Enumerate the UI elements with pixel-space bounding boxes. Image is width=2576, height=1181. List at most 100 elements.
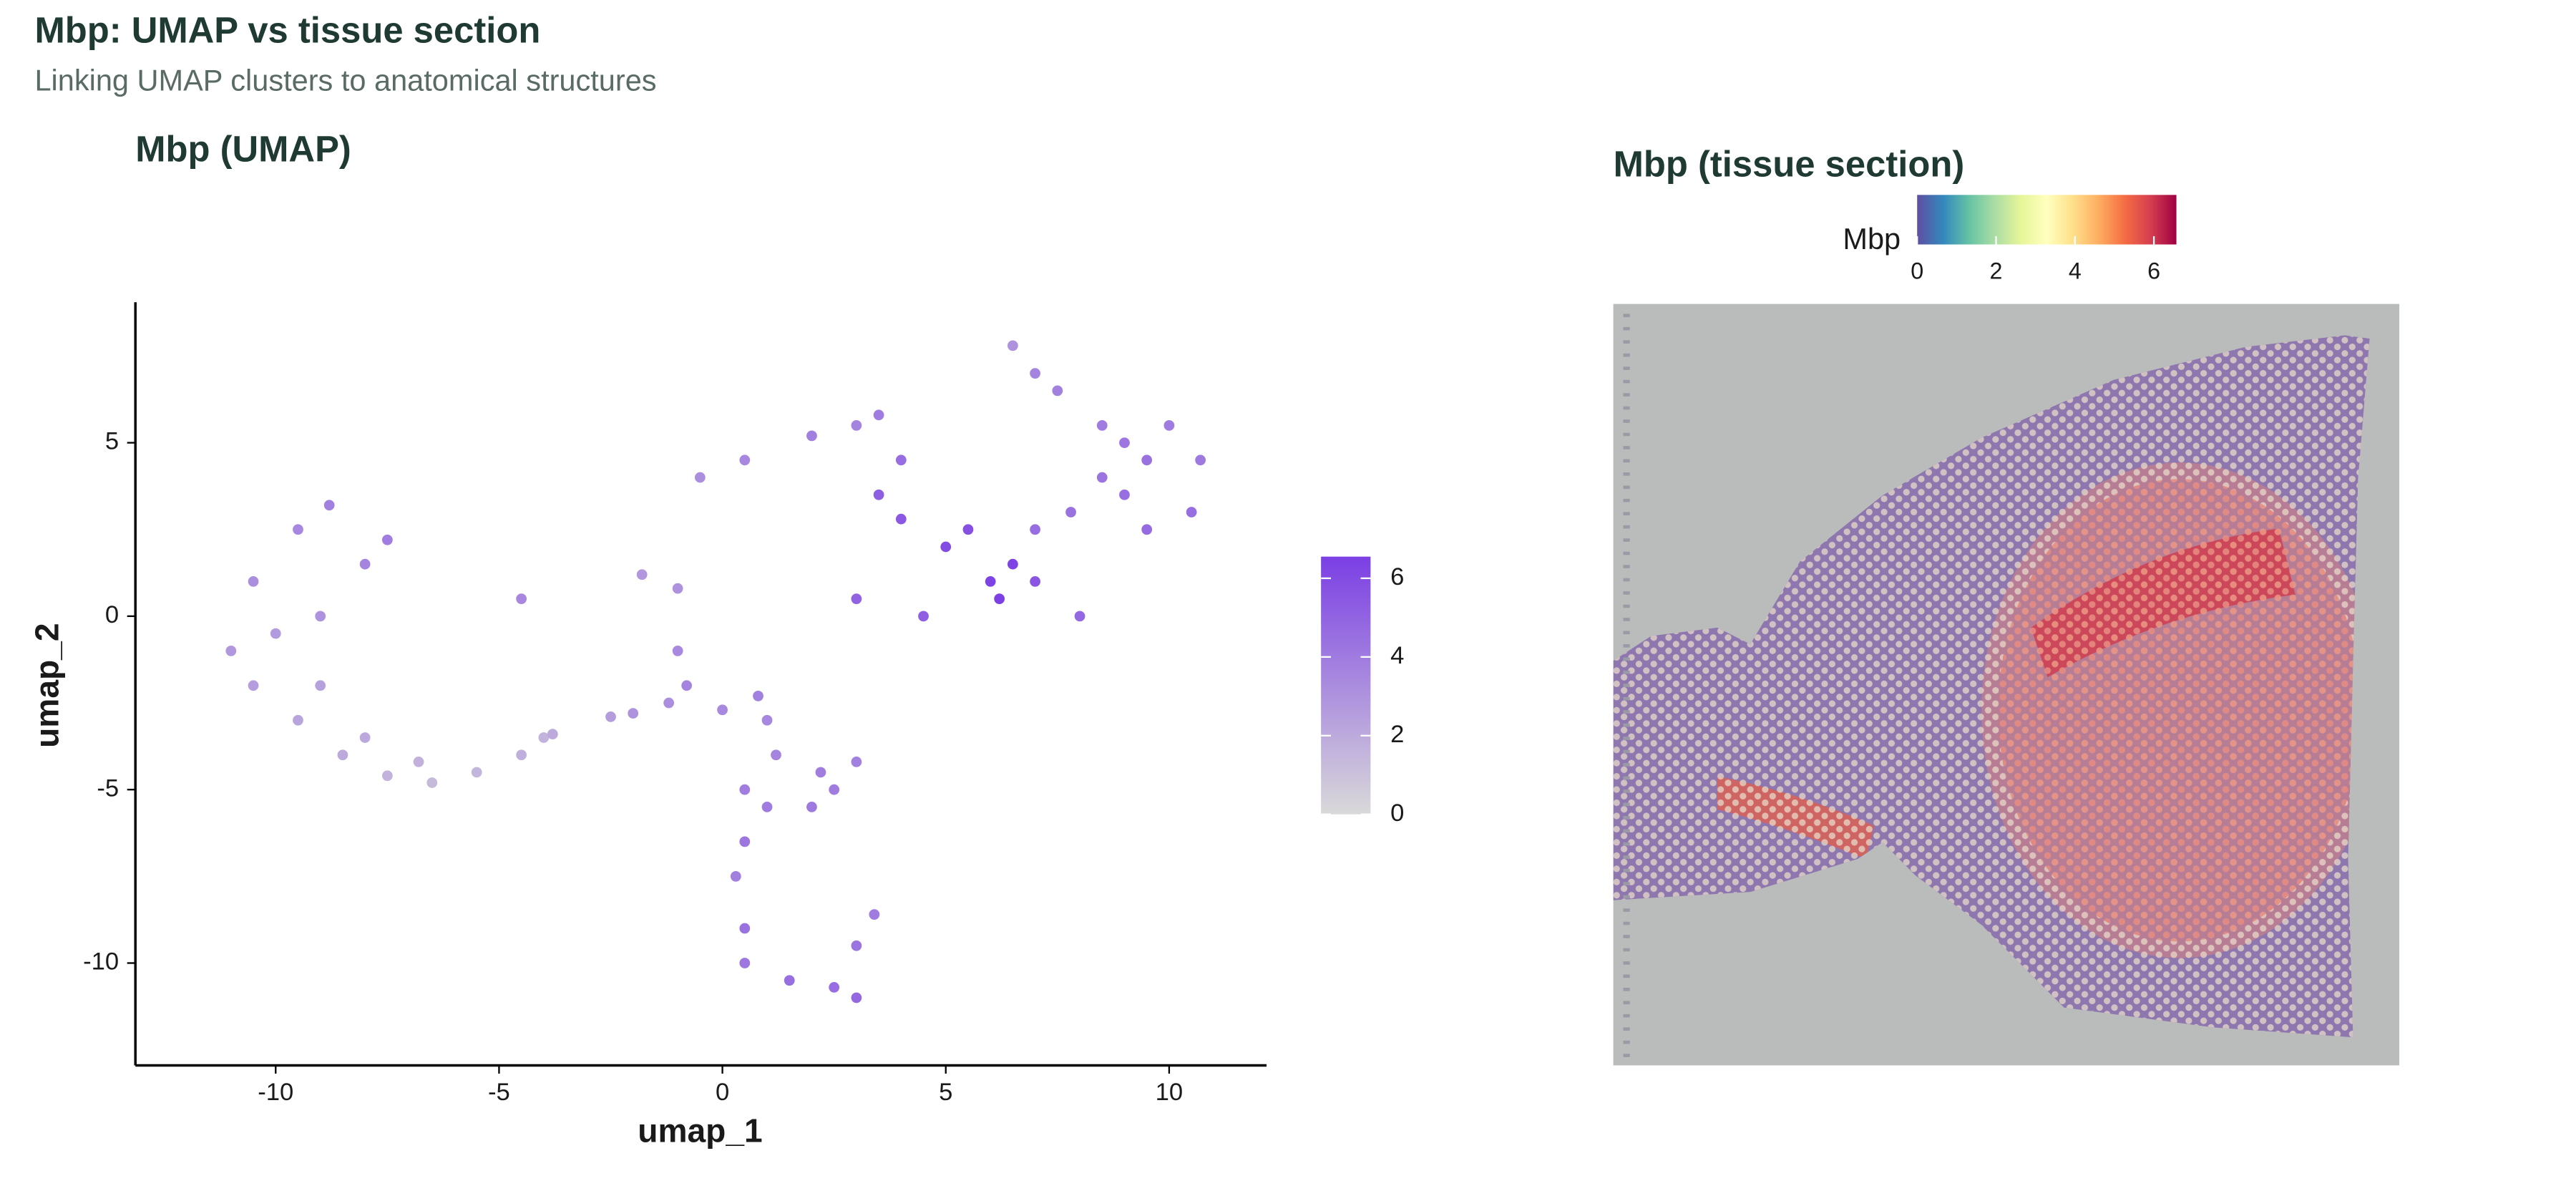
cell-point [225, 645, 237, 656]
cell-point [1030, 524, 1040, 535]
cell-point [1052, 385, 1063, 397]
cell-point [873, 489, 884, 500]
cell-point [381, 534, 393, 545]
cell-point [940, 541, 952, 553]
cell-point [413, 757, 424, 767]
cell-point [270, 628, 281, 639]
cell-point [730, 870, 741, 882]
x-tick-label: 5 [939, 1079, 952, 1106]
cell-point [761, 714, 773, 726]
colorbar-tick-label: 6 [2147, 258, 2160, 283]
cell-point [1065, 507, 1076, 517]
cell-point [681, 680, 693, 691]
cell-point [426, 777, 438, 788]
cell-point [753, 690, 763, 701]
cell-point [248, 680, 259, 691]
tissue-image [1613, 303, 2400, 1066]
cell-point [323, 500, 335, 511]
cell-point [806, 802, 817, 812]
colorbar-tick-label: 0 [1390, 800, 1404, 827]
cell-point [694, 472, 706, 483]
cell-point [985, 576, 996, 587]
cell-point [315, 611, 326, 622]
y-tick-label: 5 [105, 428, 119, 455]
x-tick-label: 0 [716, 1079, 729, 1106]
cell-point [994, 593, 1005, 605]
cell-point [1074, 611, 1085, 622]
colorbar-tick-label: 4 [1390, 642, 1404, 669]
cell-point [851, 593, 862, 605]
cell-point [717, 704, 728, 716]
panel-title: Mbp (tissue section) [1614, 143, 1965, 184]
cell-point [739, 455, 751, 466]
x-tick-label: -10 [258, 1079, 293, 1106]
cell-point [873, 409, 884, 421]
cell-point [895, 455, 907, 466]
cell-point [761, 802, 773, 812]
cell-point [829, 784, 840, 795]
cell-point [516, 749, 527, 761]
figure-title: Mbp: UMAP vs tissue section [34, 10, 540, 51]
cell-point [739, 836, 751, 847]
cell-point [538, 732, 550, 743]
cell-point [962, 524, 974, 535]
colorbar-tick-label: 6 [1390, 563, 1404, 590]
cell-point [315, 680, 326, 691]
colorbar-tick-label: 2 [1390, 721, 1404, 748]
cell-point [516, 593, 527, 605]
colorbar-tick-label: 2 [1990, 258, 2003, 283]
cell-point [547, 729, 558, 740]
cell-point [605, 711, 616, 722]
cell-point [869, 909, 880, 920]
colorbar [1321, 556, 1371, 815]
colorbar-tick-label: 4 [2069, 258, 2082, 283]
cell-point [1030, 576, 1040, 587]
cell-point [672, 583, 683, 594]
cell-point [771, 749, 781, 761]
x-tick-label: 10 [1156, 1079, 1184, 1106]
cell-point [739, 784, 751, 795]
cell-point [1195, 455, 1206, 466]
colorbar-title: Mbp [1843, 222, 1901, 256]
cell-point [337, 749, 348, 761]
cell-point [381, 770, 393, 782]
cell-point [851, 940, 862, 951]
cell-point [248, 576, 259, 587]
colorbar-tick-label: 0 [1911, 258, 1923, 283]
x-tick-label: -5 [488, 1079, 510, 1106]
cell-point [1186, 507, 1197, 517]
colorbar [1917, 195, 2177, 245]
cell-point [829, 982, 840, 993]
cell-point [784, 975, 795, 986]
cell-point [739, 923, 751, 934]
cell-point [851, 757, 862, 767]
cell-point [815, 767, 826, 778]
cell-point [918, 611, 929, 622]
cell-point [628, 708, 639, 719]
cell-point [359, 558, 371, 570]
cell-point [739, 958, 751, 968]
cell-point [895, 513, 907, 525]
cell-point [1030, 368, 1040, 379]
cell-point [1096, 472, 1108, 483]
y-axis-title: umap_2 [28, 623, 65, 747]
x-axis-title: umap_1 [638, 1112, 762, 1149]
cell-point [1141, 524, 1153, 535]
cell-point [851, 992, 862, 1003]
cell-point [806, 430, 817, 442]
cell-point [293, 524, 303, 535]
figure-subtitle: Linking UMAP clusters to anatomical stru… [34, 63, 656, 97]
cell-point [1119, 489, 1130, 500]
cell-point [471, 767, 482, 778]
y-tick-label: 0 [105, 601, 119, 628]
cell-point [1163, 419, 1175, 431]
cell-point [1008, 558, 1018, 570]
cell-point [672, 645, 683, 656]
cell-point [663, 697, 675, 709]
cell-point [1008, 340, 1018, 351]
cell-point [636, 569, 648, 580]
y-tick-label: -5 [97, 774, 119, 802]
panel-title: Mbp (UMAP) [135, 129, 351, 170]
cell-point [1141, 455, 1153, 466]
